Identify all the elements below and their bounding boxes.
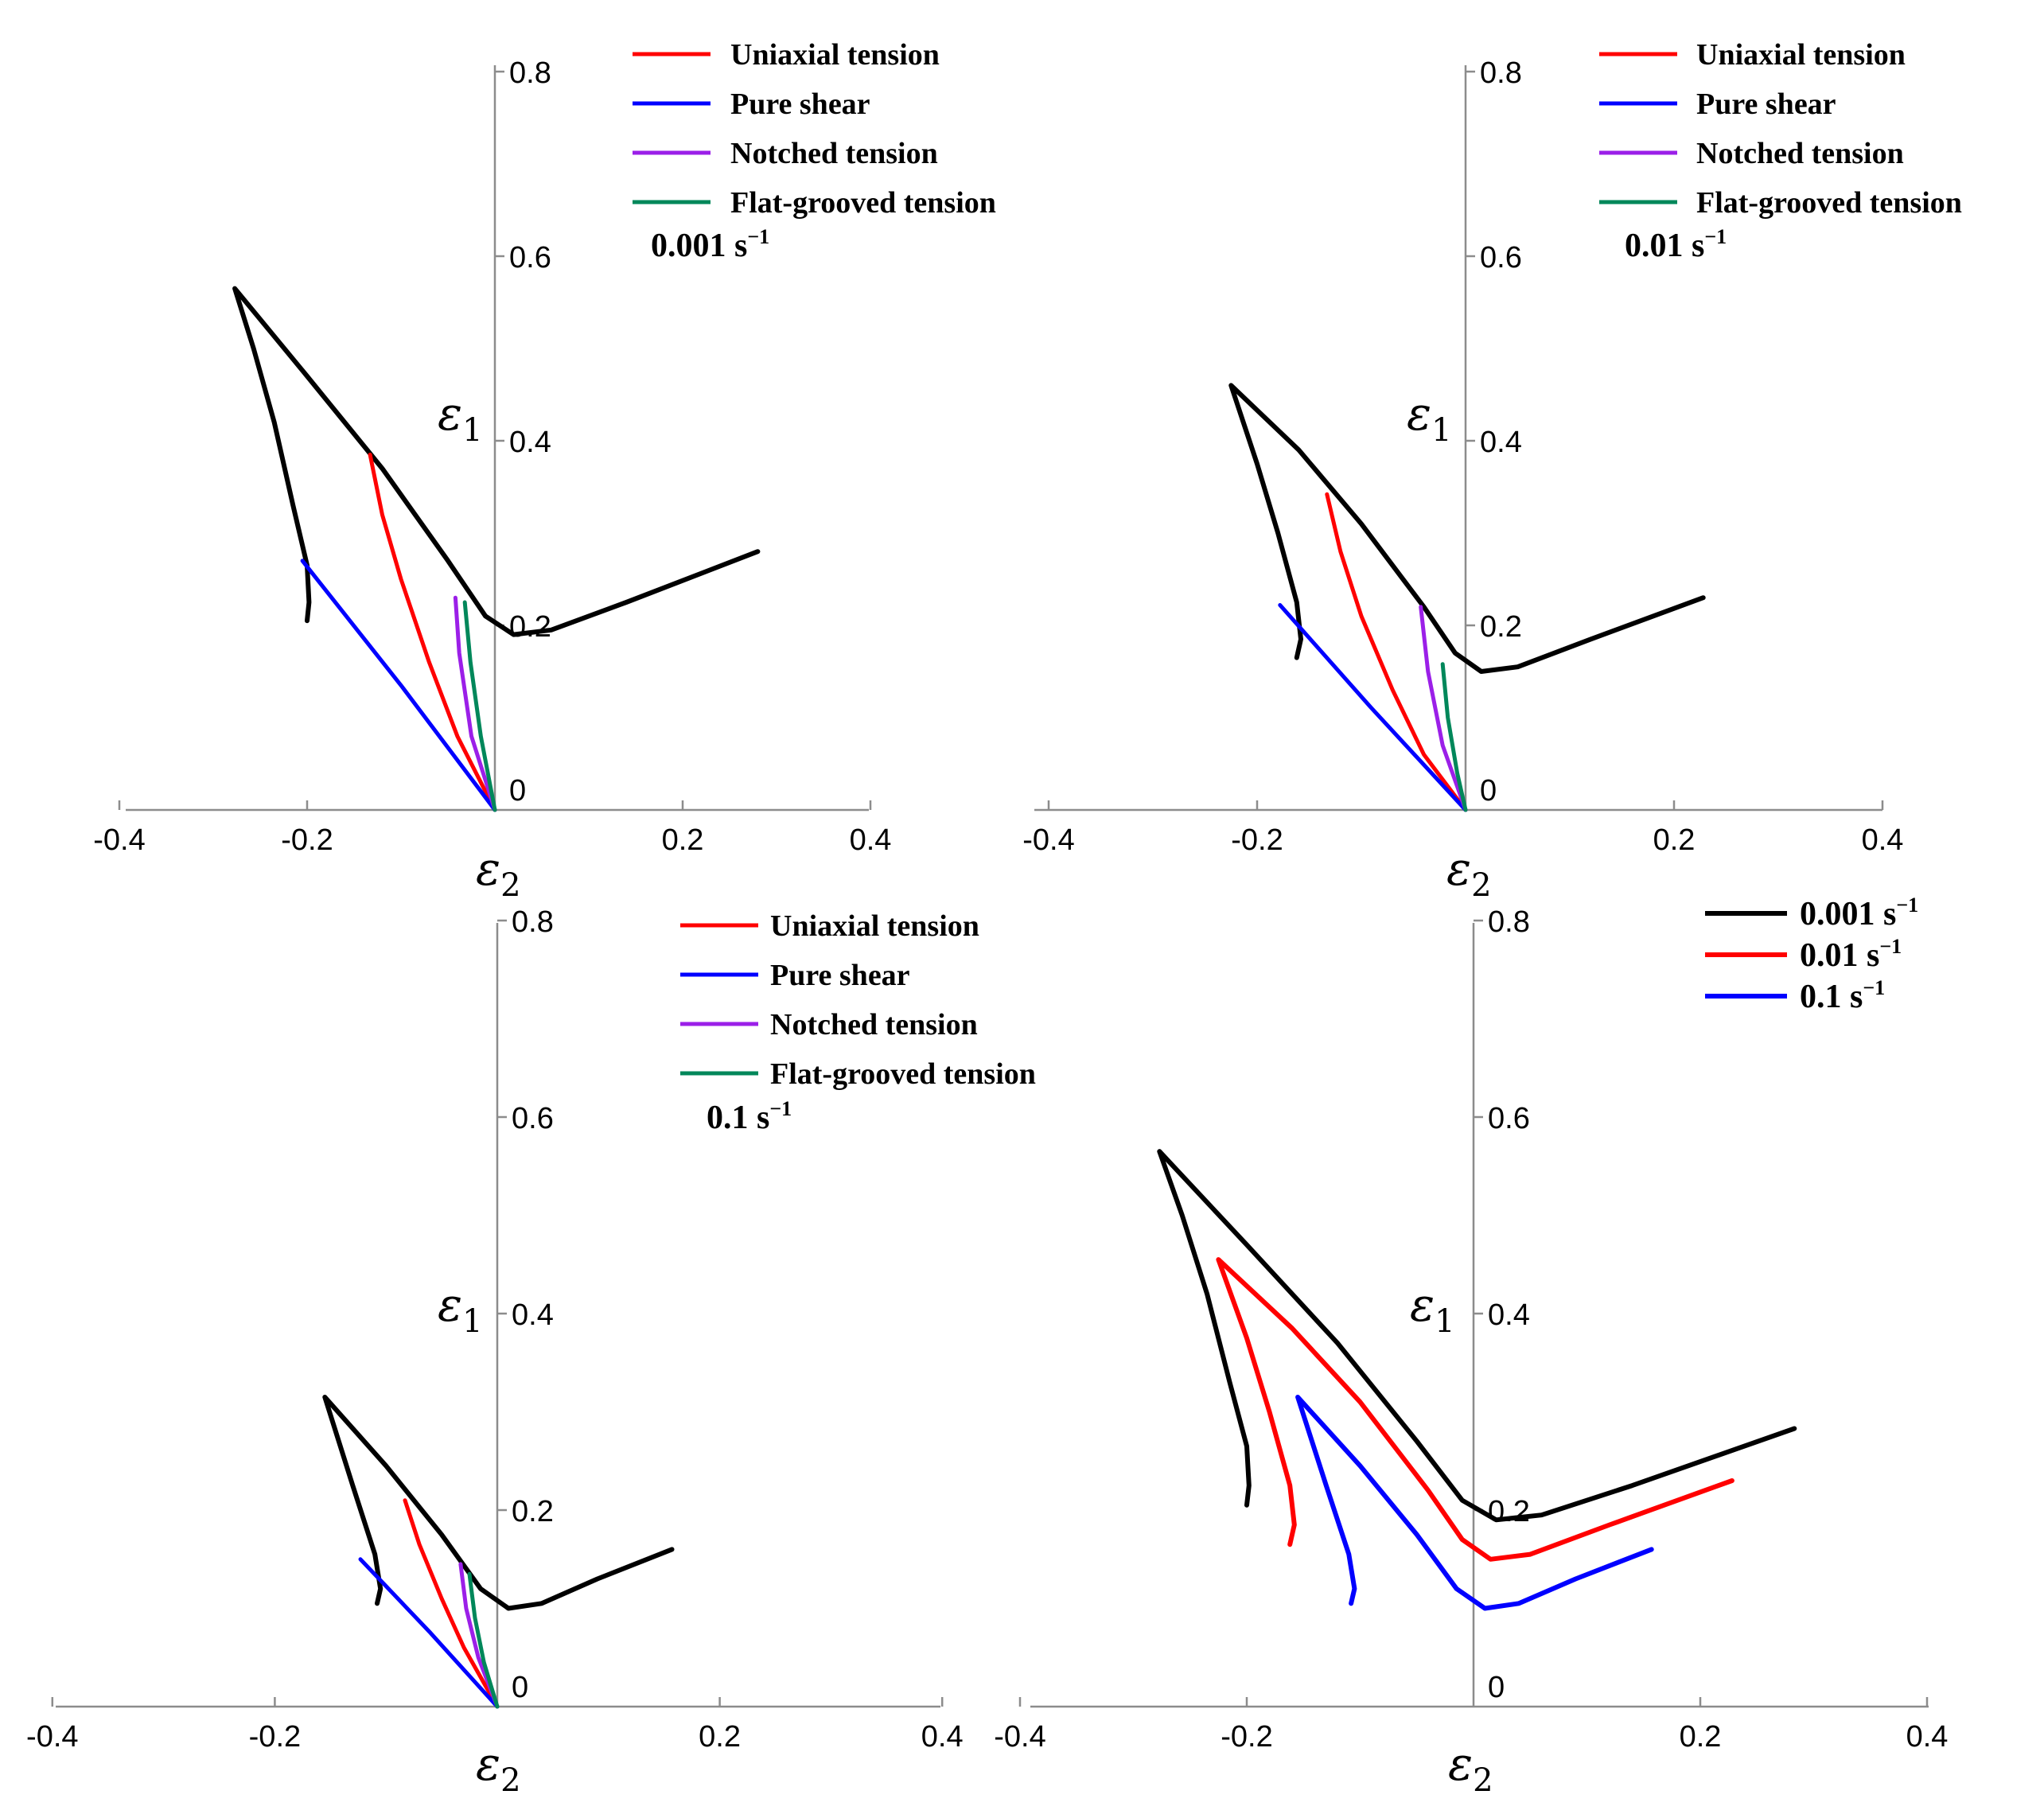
legend-label: 0.001 s−1: [1800, 893, 1918, 932]
y-tick-label: 0: [509, 774, 526, 808]
legend-label: Notched tension: [1696, 137, 1904, 170]
legend: Uniaxial tension Pure shear Notched tensio…: [633, 38, 996, 220]
legend-label: Pure shear: [730, 88, 870, 121]
x-tick-label: 0.2: [662, 823, 704, 857]
series-line-flat-grooved-tension: [462, 600, 497, 812]
forming-limit-curve: [232, 286, 761, 637]
legend-label: Pure shear: [1696, 88, 1836, 121]
series-line-flat-grooved-tension: [467, 1571, 500, 1709]
x-tick-label: 0.2: [1680, 1720, 1722, 1754]
x-tick-label: -0.2: [1231, 823, 1283, 857]
legend: Uniaxial tension Pure shear Notched tensio…: [1599, 38, 1962, 220]
x-tick-label: -0.2: [281, 823, 333, 857]
legend: 0.001 s−10.01 s−10.1 s−1: [1705, 893, 1918, 1015]
y-tick-label: 0.6: [1480, 241, 1522, 274]
series-line-notched-tension: [453, 595, 497, 812]
y-tick-label: 0.2: [509, 610, 551, 644]
series-line-pure-shear: [1278, 603, 1468, 812]
x-tick-label: -0.4: [26, 1720, 78, 1754]
x-tick-label: 0.4: [1906, 1720, 1949, 1754]
legend-label: Uniaxial tension: [730, 38, 940, 72]
y-tick-label: 0.2: [1488, 1495, 1530, 1528]
y-tick-label: 0.4: [1488, 1298, 1530, 1332]
x-axis-title: ε2: [1448, 1737, 1493, 1799]
x-tick-label: 0.4: [850, 823, 892, 857]
y-tick-label: 0: [1488, 1671, 1505, 1704]
y-tick-label: 0.4: [1480, 426, 1522, 459]
series-line-uniaxial-tension: [403, 1498, 500, 1709]
y-tick-label: 0.6: [512, 1102, 554, 1135]
y-axis-title: ε1: [1407, 387, 1452, 449]
legend-label: Flat-grooved tension: [770, 1057, 1036, 1091]
strain-rate-label: 0.001 s−1: [651, 225, 769, 264]
x-axis-title: ε2: [1446, 842, 1492, 904]
x-tick-label: 0.2: [699, 1720, 741, 1754]
series-line-0-1-s: [1295, 1395, 1654, 1611]
legend-label: Notched tension: [770, 1008, 978, 1041]
y-tick-label: 0.2: [512, 1495, 554, 1528]
x-tick-label: 0.2: [1653, 823, 1696, 857]
strain-rate-label: 0.1 s−1: [707, 1097, 792, 1136]
y-tick-label: 0.6: [1488, 1102, 1530, 1135]
legend-label: 0.1 s−1: [1800, 976, 1885, 1015]
legend-label: Flat-grooved tension: [730, 186, 996, 220]
y-tick-label: 0.8: [509, 56, 551, 90]
legend-label: Pure shear: [770, 959, 910, 992]
x-tick-label: 0.4: [921, 1720, 964, 1754]
y-axis-title: ε1: [1410, 1278, 1455, 1340]
chart-panel-3: -0.4 -0.2 0.2 0.4 0 0.2 0.4 0.6 0.8 ε1 ε2 Uniaxial …: [26, 905, 1036, 1799]
forming-limit-curve: [1228, 383, 1706, 674]
legend-label: Uniaxial tension: [770, 909, 979, 943]
series-line-flat-grooved-tension: [1440, 662, 1468, 812]
series-line-notched-tension: [1419, 605, 1468, 812]
x-tick-label: -0.4: [994, 1720, 1045, 1754]
x-axis-title: ε2: [476, 842, 521, 904]
series-line-0-001-s: [1157, 1149, 1797, 1523]
y-tick-label: 0: [1480, 774, 1497, 808]
y-tick-label: 0.8: [1488, 905, 1530, 939]
y-tick-label: 0.4: [509, 426, 551, 459]
x-tick-label: -0.2: [249, 1720, 301, 1754]
series-line-uniaxial-tension: [1325, 492, 1468, 812]
strain-rate-label: 0.01 s−1: [1625, 225, 1727, 264]
series-line-uniaxial-tension: [368, 452, 497, 812]
series-line-0-01-s: [1216, 1257, 1734, 1562]
chart-panel-2: -0.4 -0.2 0.2 0.4 0 0.2 0.4 0.6 0.8 ε1 ε2 Uniaxial …: [1022, 38, 1962, 904]
y-tick-label: 0.8: [512, 905, 554, 939]
series-line-pure-shear: [358, 1557, 500, 1709]
forming-limit-curve: [322, 1395, 675, 1611]
x-tick-label: -0.2: [1221, 1720, 1272, 1754]
y-tick-label: 0.8: [1480, 56, 1522, 90]
chart-panel-1: -0.4 -0.2 0.2 0.4 0 0.2 0.4 0.6 0.8 ε1 ε2 Uniaxial …: [93, 38, 996, 904]
x-tick-label: -0.4: [1022, 823, 1074, 857]
series-line-pure-shear: [300, 559, 497, 812]
y-axis-title: ε1: [438, 387, 483, 449]
x-axis-title: ε2: [476, 1737, 521, 1799]
x-tick-label: 0.4: [1862, 823, 1904, 857]
legend-label: Flat-grooved tension: [1696, 186, 1962, 220]
legend-label: Notched tension: [730, 137, 938, 170]
legend-label: Uniaxial tension: [1696, 38, 1906, 72]
y-axis-title: ε1: [438, 1278, 483, 1340]
y-tick-label: 0.4: [512, 1298, 554, 1332]
y-tick-label: 0: [512, 1671, 528, 1704]
y-tick-label: 0.6: [509, 241, 551, 274]
legend-label: 0.01 s−1: [1800, 935, 1902, 974]
chart-panel-4: -0.4 -0.2 0.2 0.4 0 0.2 0.4 0.6 0.8 ε1 ε2 0.001 s−1…: [994, 893, 1948, 1799]
x-tick-label: -0.4: [93, 823, 145, 857]
y-tick-label: 0.2: [1480, 610, 1522, 644]
legend: Uniaxial tension Pure shear Notched tensio…: [680, 909, 1036, 1091]
